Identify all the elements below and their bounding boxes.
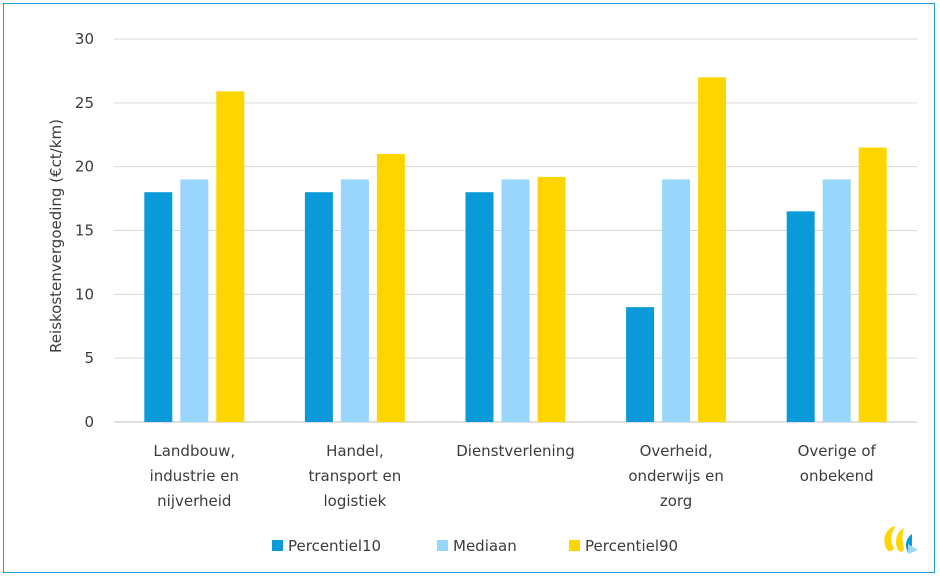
legend-swatch	[569, 540, 580, 551]
chart-frame: 0 5 10 15 20 25 30 Landbouw, industrie en nijver…	[3, 3, 935, 573]
bar-mediaan	[340, 179, 369, 422]
company-logo-icon	[884, 526, 918, 554]
bar-percentiel90	[698, 77, 727, 423]
legend-swatch	[437, 540, 448, 551]
bar-percentiel10	[304, 192, 333, 422]
legend-label: Mediaan	[453, 537, 517, 555]
y-axis-label: Reiskostenvergoeding (€ct/km)	[47, 119, 65, 353]
x-category-label: Landbouw, industrie en nijverheid	[150, 442, 239, 510]
bar-percentiel10	[144, 192, 173, 422]
bar-chart: 0 5 10 15 20 25 30 Landbouw, industrie en nijver…	[47, 30, 918, 555]
bar-percentiel90	[858, 147, 887, 422]
bar-percentiel10	[786, 211, 815, 422]
y-tick-label: 5	[84, 349, 94, 367]
bar-percentiel90	[376, 153, 405, 422]
bar-percentiel90	[537, 176, 566, 422]
bar-percentiel10	[626, 307, 655, 422]
x-category-label: Dienstverlening	[456, 442, 575, 460]
legend-label: Percentiel90	[585, 537, 678, 555]
x-axis-categories: Landbouw, industrie en nijverheid Handel, tr…	[150, 442, 877, 510]
bars	[144, 77, 887, 423]
x-category-label: Handel, transport en logistiek	[308, 442, 401, 510]
bar-mediaan	[501, 179, 530, 422]
x-category-label: Overheid, onderwijs en zorg	[628, 442, 724, 510]
bar-percentiel90	[216, 91, 245, 423]
bar-percentiel10	[465, 192, 494, 422]
y-tick-label: 0	[84, 413, 94, 431]
y-axis-ticks: 0 5 10 15 20 25 30	[75, 30, 94, 431]
y-tick-label: 30	[75, 30, 94, 48]
legend-label: Percentiel10	[288, 537, 381, 555]
y-tick-label: 10	[75, 285, 94, 303]
legend-swatch	[272, 540, 283, 551]
y-tick-label: 20	[75, 158, 94, 176]
x-category-label: Overige of onbekend	[798, 442, 877, 485]
bar-mediaan	[822, 179, 851, 422]
y-tick-label: 25	[75, 94, 94, 112]
legend: Percentiel10 Mediaan Percentiel90	[272, 537, 678, 555]
bar-mediaan	[662, 179, 691, 422]
y-tick-label: 15	[75, 222, 94, 240]
bar-mediaan	[180, 179, 209, 422]
